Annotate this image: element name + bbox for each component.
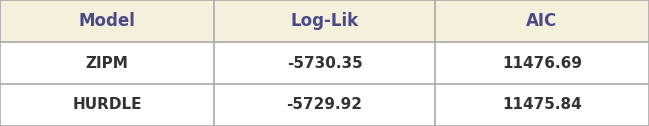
Text: 11475.84: 11475.84 <box>502 98 582 113</box>
Bar <box>435 84 649 126</box>
Bar <box>214 84 435 126</box>
Bar <box>0 0 214 42</box>
Bar <box>214 0 435 42</box>
Text: 11476.69: 11476.69 <box>502 55 582 71</box>
Text: -5730.35: -5730.35 <box>287 55 362 71</box>
Text: AIC: AIC <box>526 12 557 30</box>
Bar <box>0 84 214 126</box>
Bar <box>435 0 649 42</box>
Text: Model: Model <box>79 12 136 30</box>
Text: Log-Lik: Log-Lik <box>291 12 358 30</box>
Text: ZIPM: ZIPM <box>86 55 129 71</box>
Bar <box>214 42 435 84</box>
Text: HURDLE: HURDLE <box>72 98 142 113</box>
Bar <box>435 42 649 84</box>
Bar <box>0 42 214 84</box>
Text: -5729.92: -5729.92 <box>286 98 363 113</box>
